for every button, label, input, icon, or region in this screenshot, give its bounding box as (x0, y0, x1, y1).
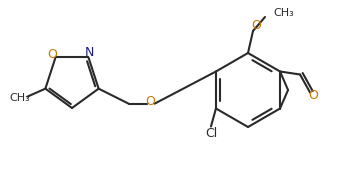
Text: CH₃: CH₃ (9, 93, 30, 103)
Text: CH₃: CH₃ (273, 8, 294, 18)
Text: O: O (48, 48, 58, 61)
Text: O: O (251, 18, 261, 31)
Text: O: O (308, 89, 318, 102)
Text: O: O (146, 95, 156, 108)
Text: N: N (85, 46, 94, 59)
Text: Cl: Cl (205, 127, 217, 140)
